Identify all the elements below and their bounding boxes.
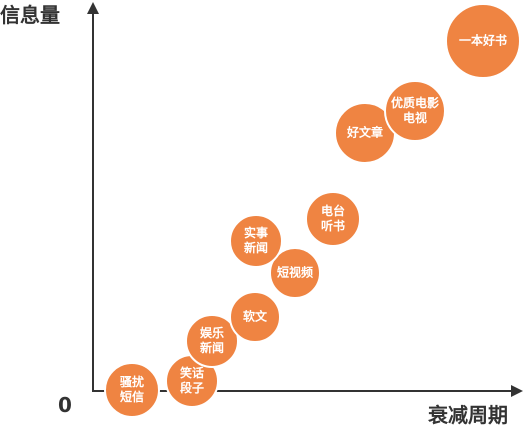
node-label: 电视 xyxy=(403,110,427,125)
node-label: 新闻 xyxy=(244,240,268,255)
node-label: 实事 xyxy=(244,225,268,240)
node-label: 优质电影 xyxy=(391,95,439,110)
node: 一本好书 xyxy=(445,3,521,79)
node-label: 好文章 xyxy=(346,125,383,140)
node-label: 新闻 xyxy=(200,340,224,355)
node-label: 短信 xyxy=(120,389,144,404)
node-label: 笑话 xyxy=(180,365,204,380)
node: 软文 xyxy=(229,291,281,343)
node-label: 短视频 xyxy=(277,265,313,280)
node-label: 电台 xyxy=(321,203,345,218)
y-arrow xyxy=(87,2,99,14)
node-circle xyxy=(269,247,321,299)
node-label: 娱乐 xyxy=(200,325,224,340)
node: 短视频 xyxy=(269,247,321,299)
x-arrow xyxy=(511,385,523,397)
node-circle xyxy=(229,214,283,268)
node-circle xyxy=(384,80,446,142)
node-circle xyxy=(305,191,361,247)
x-axis-label: 衰减周期 xyxy=(427,403,508,427)
origin-label: 0 xyxy=(58,393,72,417)
node-label: 段子 xyxy=(180,380,204,395)
y-axis-label: 信息量 xyxy=(0,3,60,27)
node-label: 软文 xyxy=(243,309,268,324)
node-circle xyxy=(185,314,239,368)
node-label: 骚扰 xyxy=(120,374,144,389)
node-label: 一本好书 xyxy=(459,33,507,48)
node-label: 听书 xyxy=(321,218,345,233)
node-circle xyxy=(445,3,521,79)
node-circle xyxy=(229,291,281,343)
node-circle xyxy=(104,362,160,418)
